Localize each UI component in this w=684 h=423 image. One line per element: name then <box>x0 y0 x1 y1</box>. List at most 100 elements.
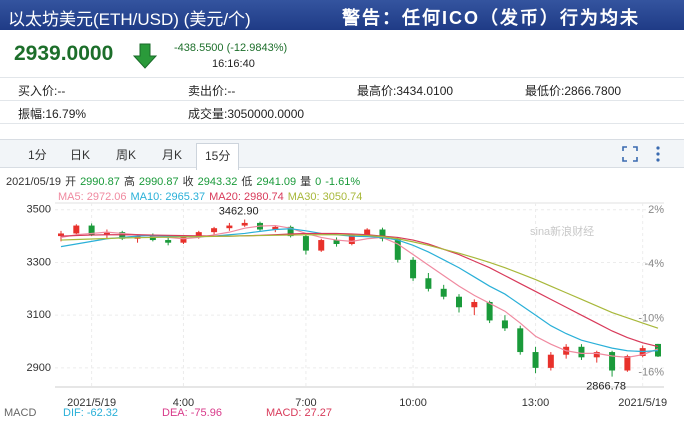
watermark: sina新浪财经 <box>530 224 594 238</box>
stats-row: 买入价:-- 卖出价:-- 最高价:3434.0100 最低价:2866.780… <box>0 77 684 100</box>
candle-body <box>471 301 478 308</box>
candle-body <box>379 229 386 239</box>
candle-body <box>440 288 447 297</box>
y2-tick-label: -4% <box>644 258 664 270</box>
tab[interactable]: 月K <box>162 148 183 162</box>
tab-bar: 1分 日K 周K 月K 15分 <box>0 139 684 170</box>
candle-body <box>655 343 661 357</box>
ma-line <box>60 228 659 353</box>
y-tick-label: 3300 <box>27 256 51 268</box>
x-tick-label: 2021/5/19 <box>618 397 667 409</box>
menu-icon[interactable] <box>652 145 664 163</box>
candle-body <box>180 237 187 243</box>
y-tick-label: 2900 <box>27 362 51 374</box>
stat: 成交量:3050000.0000 <box>188 107 305 121</box>
y-tick-label: 3100 <box>27 309 51 321</box>
legend-entry: MA5: 2972.06 <box>58 191 127 203</box>
info-text: 2941.09 <box>256 176 296 188</box>
x-tick-label: 7:00 <box>295 397 316 409</box>
candle-body <box>318 240 325 251</box>
stat: 最高价:3434.0100 <box>357 84 454 98</box>
candle-body <box>149 236 156 241</box>
info-text: 收 <box>183 174 194 188</box>
candle-body <box>333 240 340 245</box>
candle-body <box>211 228 218 233</box>
legend-entry: MA30: 3050.74 <box>288 191 363 203</box>
tab[interactable]: 1分 <box>28 148 47 162</box>
x-tick-label: 2021/5/19 <box>67 397 116 409</box>
candle-body <box>165 240 172 243</box>
candle-body <box>58 233 64 237</box>
candle-body <box>241 222 248 226</box>
info-text: 开 <box>65 176 76 188</box>
candle-body <box>410 259 417 279</box>
candle-body <box>624 356 631 371</box>
candle-body <box>73 225 80 234</box>
info-text: -1.61% <box>325 176 360 188</box>
info-text: 2021/05/19 <box>6 176 61 188</box>
stat: 振幅:16.79% <box>18 107 87 121</box>
info-text: 2943.32 <box>198 176 238 188</box>
title: 以太坊美元(ETH/USD) (美元/个) <box>8 10 251 29</box>
info-text: DEA: -75.96 <box>162 407 222 419</box>
tab[interactable]: 周K <box>116 148 137 162</box>
info-text: 0 <box>315 176 321 188</box>
y2-tick-label: -10% <box>638 312 664 324</box>
info-text: 2990.87 <box>139 176 179 188</box>
candle-body <box>272 226 279 230</box>
change: -438.5500 (-12.9843%) <box>174 42 288 54</box>
info-text: 高 <box>124 174 135 188</box>
price: 2939.0000 <box>14 42 114 65</box>
y2-tick-label: -16% <box>638 367 664 379</box>
candle-body <box>348 234 355 245</box>
stat: 最低价:2866.7800 <box>525 84 622 98</box>
fullscreen-icon[interactable] <box>622 146 638 162</box>
notice: 警告：任何ICO（发币）行为均未 <box>342 8 640 28</box>
candle-body <box>103 232 110 235</box>
legend-entry: MA20: 2980.74 <box>209 191 284 203</box>
candle-body <box>195 232 202 238</box>
info-text: DIF: -62.32 <box>63 407 118 419</box>
ma-line <box>60 224 659 358</box>
stats-row: 振幅:16.79% 成交量:3050000.0000 <box>0 100 684 124</box>
tab[interactable]: 15分 <box>196 143 240 170</box>
candle-body <box>287 226 294 237</box>
candle-body <box>609 352 616 371</box>
info-text: 2990.87 <box>80 176 120 188</box>
info-text: MACD: 27.27 <box>266 407 332 419</box>
annotation: 3462.90 <box>219 205 259 217</box>
x-tick-label: 10:00 <box>399 397 427 409</box>
info-text: 低 <box>241 175 252 188</box>
candle-body <box>547 354 554 368</box>
legend-entry: MA10: 2965.37 <box>131 191 206 203</box>
info-text: MACD <box>4 407 36 419</box>
y2-tick-label: 2% <box>648 204 664 216</box>
candle-body <box>501 320 508 329</box>
ma-line <box>60 232 659 348</box>
annotation: 2866.78 <box>586 381 626 393</box>
candle-body <box>593 352 600 358</box>
ma-line <box>60 234 659 329</box>
candle-body <box>119 232 126 239</box>
candle-body <box>425 278 432 289</box>
chart: 2021/05/19 开 2990.87 高 2990.87 收 2943.32 低 2941.… <box>4 174 667 419</box>
stat: 卖出价:-- <box>188 84 236 98</box>
candle-body <box>226 225 233 229</box>
candle-body <box>364 229 371 235</box>
candle-body <box>88 225 95 235</box>
candle-body <box>532 352 539 368</box>
tab[interactable]: 日K <box>70 148 91 162</box>
down-arrow <box>133 43 157 69</box>
candle-body <box>302 236 309 251</box>
y-tick-label: 3500 <box>27 204 51 216</box>
header: 以太坊美元(ETH/USD) (美元/个) 警告：任何ICO（发币）行为均未 <box>0 0 684 30</box>
candle-body <box>517 328 524 353</box>
candle-body <box>486 301 493 321</box>
x-tick-label: 13:00 <box>522 397 550 409</box>
candle-body <box>456 296 462 308</box>
time: 16:16:40 <box>212 58 255 70</box>
candle-body <box>394 238 401 260</box>
x-tick-label: 4:00 <box>173 397 194 409</box>
candle-body <box>578 346 585 358</box>
